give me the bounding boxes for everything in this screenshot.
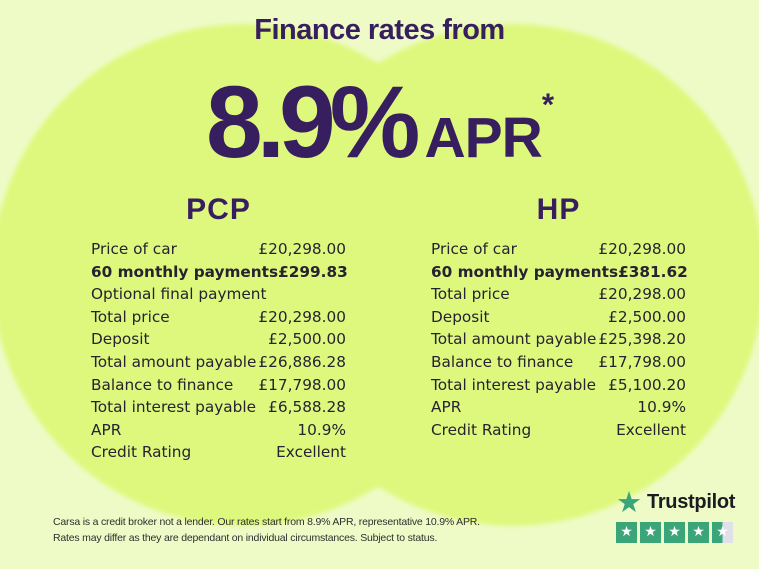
rate-value: 8.9% — [205, 64, 420, 179]
trustpilot-badge: ★ Trustpilot ★ ★ ★ ★ ★ — [616, 487, 746, 543]
rating-star-icon: ★ — [688, 522, 709, 543]
table-row: Deposit £2,500.00 — [431, 306, 686, 329]
row-value: £20,298.00 — [258, 307, 346, 326]
row-value: £381.62 — [618, 262, 688, 281]
trustpilot-brand-name: Trustpilot — [647, 490, 736, 513]
row-label: Price of car — [431, 240, 517, 258]
hp-column: HP Price of car £20,298.00 60 monthly paym… — [431, 193, 688, 442]
apr-asterisk: * — [541, 87, 554, 122]
rating-star-icon: ★ — [640, 522, 661, 543]
row-value: £17,798.00 — [258, 375, 346, 394]
row-label: APR — [91, 420, 122, 439]
table-row: Optional final payment — [91, 283, 346, 306]
row-value: £25,398.20 — [598, 330, 686, 349]
table-row: Balance to finance £17,798.00 — [91, 374, 346, 397]
row-value: £26,886.28 — [258, 352, 346, 371]
row-label: Balance to finance — [431, 352, 574, 371]
table-row: Total amount payable £26,886.28 — [91, 351, 346, 374]
row-label: Total interest payable — [431, 375, 597, 394]
row-value: Excellent — [616, 420, 686, 439]
pcp-column: PCP Price of car £20,298.00 60 monthly pay… — [91, 193, 348, 464]
hp-table: Price of car £20,298.00 60 monthly payment… — [431, 238, 688, 442]
disclaimer-text: Carsa is a credit broker not a lender. O… — [53, 514, 513, 546]
row-value: £17,798.00 — [598, 352, 686, 371]
row-label: APR — [431, 398, 462, 417]
row-value: 10.9% — [297, 420, 346, 439]
pcp-title: PCP — [186, 193, 251, 226]
row-value: 10.9% — [637, 398, 686, 417]
row-label: Balance to finance — [91, 375, 234, 394]
table-row: APR 10.9% — [91, 419, 346, 442]
trustpilot-star-icon: ★ — [616, 485, 642, 519]
row-label: Price of car — [91, 240, 177, 258]
row-label: Total amount payable — [91, 352, 257, 371]
row-label: Total amount payable — [431, 330, 597, 349]
row-value: £5,100.20 — [608, 375, 686, 394]
row-value: £20,298.00 — [598, 240, 686, 258]
trustpilot-logo: ★ Trustpilot — [616, 487, 746, 517]
disclaimer-line-1: Carsa is a credit broker not a lender. O… — [53, 516, 480, 528]
table-row: Total interest payable £5,100.20 — [431, 374, 686, 397]
row-value: £6,588.28 — [268, 398, 346, 417]
table-row: Balance to finance £17,798.00 — [431, 351, 686, 374]
table-row: Total interest payable £6,588.28 — [91, 396, 346, 419]
table-row: Total price £20,298.00 — [91, 306, 346, 329]
rating-star-icon: ★ — [616, 522, 637, 543]
apr-label: APR* — [424, 87, 554, 170]
rating-star-icon: ★ — [712, 522, 733, 543]
trustpilot-stars: ★ ★ ★ ★ ★ — [616, 522, 746, 543]
row-value: £20,298.00 — [258, 240, 346, 258]
row-label: Optional final payment — [91, 285, 267, 304]
table-row: Total amount payable £25,398.20 — [431, 328, 686, 351]
row-label: Deposit — [91, 330, 150, 349]
table-row: Credit Rating Excellent — [431, 419, 686, 442]
table-row: APR 10.9% — [431, 396, 686, 419]
table-row: 60 monthly payments £381.62 — [431, 261, 688, 284]
table-row: Deposit £2,500.00 — [91, 328, 346, 351]
row-label: Total price — [91, 307, 170, 326]
row-value: £20,298.00 — [598, 285, 686, 304]
table-row: Price of car £20,298.00 — [431, 238, 686, 261]
row-value: Excellent — [276, 443, 346, 462]
table-row: Price of car £20,298.00 — [91, 238, 346, 261]
table-row: 60 monthly payments £299.83 — [91, 261, 348, 284]
row-value: £299.83 — [278, 262, 348, 281]
row-label: Credit Rating — [91, 443, 192, 462]
page-title: Finance rates from — [254, 14, 505, 46]
row-value: £2,500.00 — [268, 330, 346, 349]
row-label: Credit Rating — [431, 420, 532, 439]
headline-rate: 8.9% APR* — [0, 50, 759, 208]
row-label: Total price — [431, 285, 510, 304]
row-label: 60 monthly payments — [431, 262, 619, 281]
pcp-table: Price of car £20,298.00 60 monthly payment… — [91, 238, 348, 464]
background-circle-right — [262, 24, 759, 526]
row-label: 60 monthly payments — [91, 262, 279, 281]
rating-star-icon: ★ — [664, 522, 685, 543]
disclaimer-line-2: Rates may differ as they are dependant o… — [53, 532, 438, 544]
row-label: Total interest payable — [91, 398, 257, 417]
row-value: £2,500.00 — [608, 307, 686, 326]
hp-title: HP — [536, 193, 581, 226]
row-label: Deposit — [431, 307, 490, 326]
table-row: Credit Rating Excellent — [91, 441, 346, 464]
table-row: Total price £20,298.00 — [431, 283, 686, 306]
